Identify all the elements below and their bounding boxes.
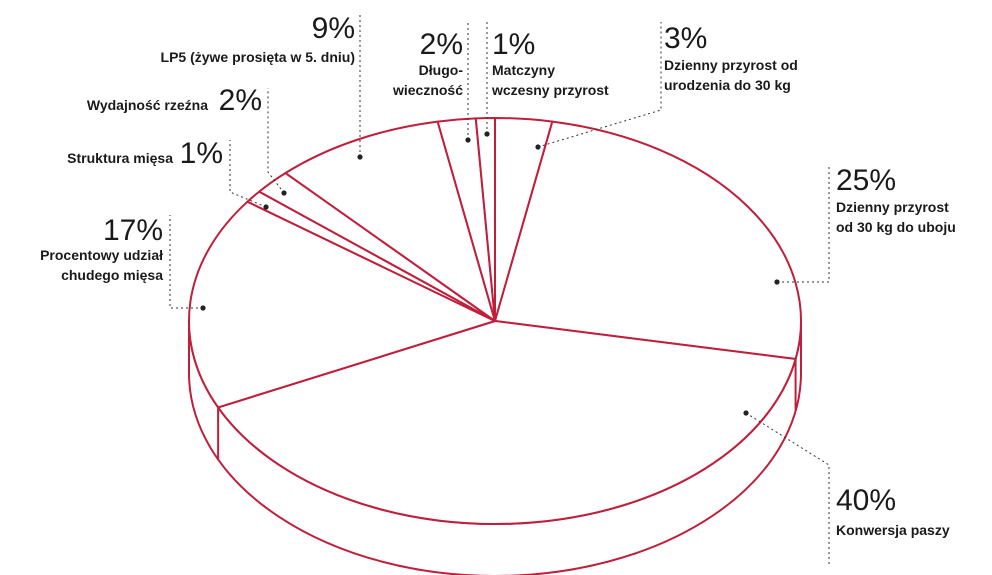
leader-dot-7 — [465, 137, 471, 143]
leader-dot-1 — [774, 279, 780, 285]
pie-slice-2 — [217, 320, 797, 525]
slice-percent-8: 1% — [492, 28, 535, 61]
slice-label-2-line-0: Konwersja paszy — [836, 522, 950, 538]
leader-line-2 — [745, 412, 830, 566]
pie-slice-1 — [494, 120, 802, 361]
leader-line-1 — [777, 165, 830, 283]
slice-percent-6: 9% — [312, 12, 355, 45]
slice-label-7-line-0: Długo- — [419, 62, 464, 78]
leader-lines — [169, 12, 830, 566]
slice-label-3-line-0: Procentowy udział — [40, 247, 163, 263]
leader-dot-4 — [263, 204, 269, 210]
slice-label-7-line-1: wieczność — [392, 82, 463, 98]
slice-label-1-line-0: Dzienny przyrost — [836, 199, 949, 215]
slice-label-8-line-0: Matczyny — [492, 62, 555, 78]
slice-percent-1: 25% — [836, 164, 896, 197]
slice-label-4-line-0: Struktura mięsa — [67, 150, 173, 166]
pie-slices — [188, 117, 802, 525]
slice-labels: 3% Dzienny przyrost od urodzenia do 30 kg 2… — [40, 12, 956, 538]
slice-label-3-line-1: chudego mięsa — [61, 267, 163, 283]
leader-dot-6 — [357, 154, 363, 160]
slice-label-8-line-1: wczesny przyrost — [491, 82, 609, 98]
slice-percent-4: 1% — [180, 137, 223, 170]
pie-slice-8 — [474, 117, 496, 322]
slice-label-1-line-1: od 30 kg do uboju — [836, 219, 956, 235]
leader-line-5 — [267, 88, 285, 194]
slice-label-0-line-0: Dzienny przyrost od — [664, 57, 798, 73]
leader-dot-3 — [200, 305, 206, 311]
pie-slice-3 — [188, 200, 496, 409]
slice-percent-7: 2% — [420, 28, 463, 61]
leader-line-3 — [169, 215, 203, 309]
slice-label-0-line-1: urodzenia do 30 kg — [664, 77, 791, 93]
leader-dot-2 — [743, 410, 749, 416]
pie-slice-6 — [284, 120, 496, 322]
leader-dot-8 — [484, 131, 490, 137]
slice-percent-3: 17% — [103, 214, 163, 247]
slice-label-6-line-0: LP5 (żywe prosięta w 5. dniu) — [161, 49, 355, 65]
slice-percent-2: 40% — [836, 484, 896, 517]
leader-dot-5 — [281, 190, 287, 196]
slice-label-5-line-0: Wydajność rzeźna — [87, 97, 208, 113]
slice-percent-0: 3% — [664, 22, 707, 55]
leader-dot-0 — [535, 144, 541, 150]
slice-percent-5: 2% — [219, 84, 262, 117]
